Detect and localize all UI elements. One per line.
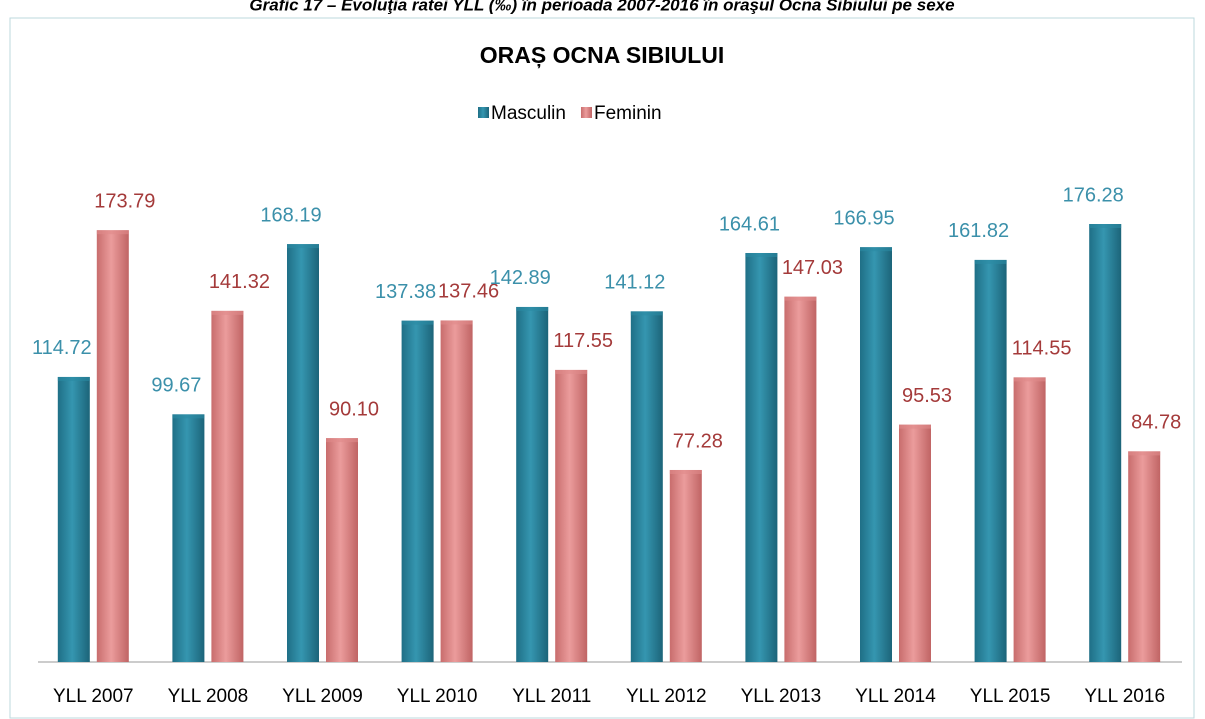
bar [860, 247, 892, 662]
value-label: 77.28 [673, 430, 723, 452]
bar-top [401, 320, 434, 325]
bar [401, 320, 434, 662]
x-tick-label: YLL 2009 [282, 686, 363, 707]
legend-swatch [478, 107, 489, 118]
legend-label: Feminin [594, 103, 662, 124]
value-label: 99.67 [151, 375, 201, 397]
bar [899, 424, 931, 662]
bar [96, 230, 129, 662]
bar [555, 369, 588, 662]
value-label: 114.72 [32, 337, 92, 359]
value-label: 137.46 [438, 281, 499, 303]
value-label: 141.12 [604, 272, 665, 294]
bar-top [899, 424, 931, 429]
x-tick-label: YLL 2013 [741, 686, 822, 707]
value-label: 141.32 [209, 271, 270, 293]
value-label: 161.82 [948, 220, 1009, 242]
x-tick-label: YLL 2010 [397, 686, 478, 707]
bar-top [1013, 377, 1046, 382]
bar [669, 469, 702, 662]
x-tick-label: YLL 2016 [1084, 686, 1165, 707]
value-label: 84.78 [1131, 412, 1181, 434]
bar [1128, 451, 1161, 662]
bar-top [745, 252, 778, 257]
bar-top [211, 310, 244, 315]
bar-top [860, 247, 892, 252]
bar-top [974, 259, 1007, 264]
chart-title: ORAȘ OCNA SIBIULUI [480, 42, 725, 69]
legend-label: Masculin [491, 103, 566, 124]
bar-top [440, 320, 473, 325]
bar-top [1128, 451, 1161, 456]
bar [630, 311, 663, 662]
bar [172, 414, 205, 662]
bar-top [784, 296, 817, 301]
bar [784, 296, 817, 662]
legend-swatch [580, 107, 592, 118]
value-label: 173.79 [94, 190, 155, 212]
bar [57, 376, 90, 662]
value-label: 137.38 [375, 281, 436, 303]
value-label: 166.95 [833, 207, 894, 229]
value-label: 147.03 [782, 257, 843, 279]
bar-top [555, 369, 588, 374]
x-tick-label: YLL 2012 [626, 686, 707, 707]
bar-top [172, 414, 205, 419]
value-label: 90.10 [329, 398, 379, 420]
x-tick-label: YLL 2011 [512, 686, 591, 707]
value-label: 142.89 [490, 267, 551, 289]
x-tick-label: YLL 2015 [970, 686, 1051, 707]
bar [287, 244, 319, 663]
bar-top [1089, 224, 1122, 228]
bar-top [516, 306, 549, 311]
bar-top [287, 244, 319, 249]
x-tick-label: YLL 2014 [855, 686, 936, 707]
value-label: 164.61 [719, 213, 780, 235]
bar-top [630, 311, 663, 316]
bar [440, 320, 473, 662]
value-label: 168.19 [260, 204, 321, 226]
bar [516, 306, 549, 662]
bar-top [669, 469, 702, 474]
bar [745, 252, 778, 662]
x-tick-label: YLL 2008 [168, 686, 249, 707]
bar [1013, 377, 1046, 662]
bar-top [96, 230, 129, 235]
bar [211, 310, 244, 662]
x-tick-label: YLL 2007 [53, 686, 134, 707]
bar [1089, 224, 1122, 662]
bar [326, 438, 358, 662]
bar-top [57, 376, 90, 381]
value-label: 176.28 [1063, 184, 1124, 206]
bar [974, 259, 1007, 662]
caption: Grafic 17 – Evoluţia ratei YLL (‰) în pe… [249, 0, 954, 14]
value-label: 95.53 [902, 385, 952, 407]
value-label: 114.55 [1012, 338, 1072, 360]
bar-top [326, 438, 358, 443]
value-label: 117.55 [553, 330, 613, 352]
